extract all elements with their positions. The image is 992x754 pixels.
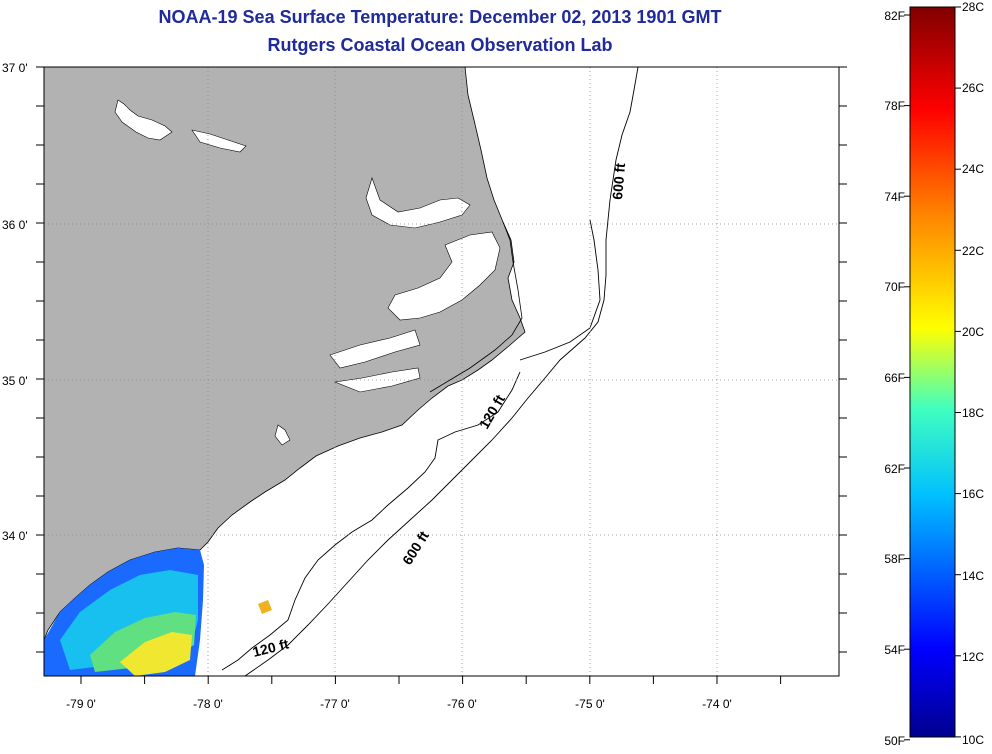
map-frame — [43, 66, 840, 677]
lon-label-77: -77 0' — [320, 697, 350, 711]
contour-120ft — [221, 219, 601, 671]
colorbar-label-20c: 20C — [962, 325, 985, 339]
colorbar-label-74f: 74F — [884, 190, 905, 204]
map-title: NOAA-19 Sea Surface Temperature: Decembe… — [158, 7, 722, 27]
colorbar-label-12c: 12C — [962, 650, 985, 664]
colorbar-label-78f: 78F — [884, 99, 905, 113]
lat-label-36: 36 0' — [2, 218, 28, 232]
colorbar-label-18c: 18C — [962, 406, 985, 420]
colorbar-label-26c: 26C — [962, 81, 985, 95]
sst-warm-spot — [258, 600, 272, 614]
colorbar-label-58f: 58F — [884, 552, 905, 566]
colorbar — [909, 6, 956, 738]
neuse-river — [333, 367, 421, 393]
colorbar-label-10c: 10C — [962, 733, 985, 747]
barrier-islands — [429, 221, 523, 393]
inland-water — [274, 424, 291, 446]
lat-label-37: 37 0' — [2, 61, 28, 75]
lon-label-74: -74 0' — [702, 697, 732, 711]
lat-label-35: 35 0' — [2, 374, 28, 388]
colorbar-label-16c: 16C — [962, 487, 985, 501]
map-grid — [44, 67, 839, 676]
colorbar-ticks — [904, 6, 961, 741]
contour-label-600ft-north: 600 ft — [609, 162, 628, 200]
kerr-lake — [191, 129, 247, 153]
lon-label-78: -78 0' — [193, 697, 223, 711]
pamlico-sound — [387, 231, 501, 321]
colorbar-label-62f: 62F — [884, 462, 905, 476]
pamlico-river — [329, 329, 421, 369]
colorbar-label-14c: 14C — [962, 569, 985, 583]
colorbar-label-70f: 70F — [884, 280, 905, 294]
map-ticks — [36, 66, 847, 684]
lon-label-75: -75 0' — [575, 697, 605, 711]
colorbar-label-50f: 50F — [884, 734, 905, 748]
lake-drummond — [114, 99, 173, 141]
contour-600ft — [244, 67, 639, 676]
albemarle-sound — [365, 177, 471, 229]
colorbar-label-22c: 22C — [962, 244, 985, 258]
colorbar-label-82f: 82F — [884, 9, 905, 23]
lon-label-76: -76 0' — [447, 697, 477, 711]
colorbar-label-24c: 24C — [962, 162, 985, 176]
map-subtitle: Rutgers Coastal Ocean Observation Lab — [267, 35, 613, 55]
lat-label-34: 34 0' — [2, 529, 28, 543]
colorbar-label-66f: 66F — [884, 371, 905, 385]
lon-label-79: -79 0' — [66, 697, 96, 711]
colorbar-label-28c: 28C — [962, 0, 985, 14]
colorbar-label-54f: 54F — [884, 643, 905, 657]
sst-yellow-band — [120, 632, 192, 676]
